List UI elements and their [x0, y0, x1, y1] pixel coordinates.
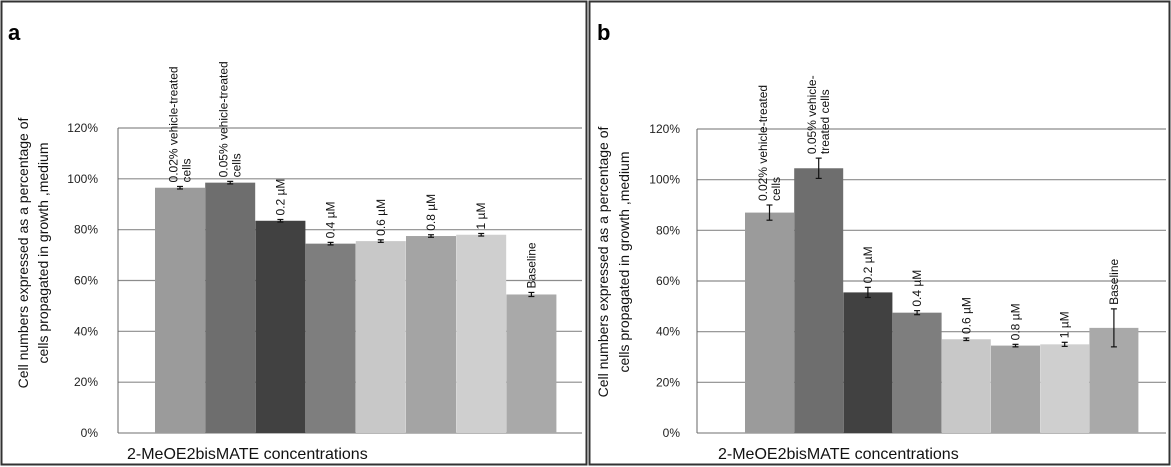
- panel-b-ytick-label: 100%: [649, 173, 680, 187]
- panel-b-ytick-label: 0%: [663, 426, 681, 440]
- panel-b-category-label: 0.05% vehicle-treated cells: [805, 75, 832, 154]
- panel-a: a Cell numbers expressed as a percentage…: [0, 0, 588, 466]
- panel-b-ytick-label: 40%: [656, 325, 680, 339]
- panel-b-category-label: 0.6 µM: [959, 297, 973, 334]
- panel-b-ylabel-line-1: Cell numbers expressed as a percentage o…: [595, 126, 611, 397]
- panel-b-ylabel: Cell numbers expressed as a percentage o…: [595, 126, 632, 397]
- panel-b-category-label: 0.02% vehicle-treatedcells: [756, 85, 783, 201]
- panel-b-ytick-label: 60%: [656, 274, 680, 288]
- panel-b-plot: 0% 20% 40% 60% 80% 100% 120% 0.02% vehicle-trea…: [649, 75, 1166, 440]
- panel-b-ytick-label: 120%: [649, 122, 680, 136]
- panel-a-bar: [255, 220, 306, 433]
- panel-a-bar: [305, 243, 356, 433]
- panel-b-bar: [892, 312, 942, 433]
- panel-b-ytick-label: 20%: [656, 375, 680, 389]
- panel-b-category-label: 0.8 µM: [1009, 303, 1023, 340]
- panel-b-category-label: 0.2 µM: [861, 246, 875, 283]
- panel-a-ylabel: Cell numbers expressed as a percentage o…: [15, 117, 51, 388]
- panel-b-bar: [843, 292, 893, 433]
- panel-a-category-label: 0.2 µM: [273, 179, 287, 216]
- panel-b-category-label: 1 µM: [1058, 311, 1072, 338]
- panel-a-ytick-label: 80%: [74, 223, 98, 237]
- panel-b-border: [588, 0, 1171, 466]
- panel-b-ylabel-line-2: cells propagated in growth ,medium: [616, 151, 632, 372]
- panel-b-ytick-label: 80%: [656, 223, 680, 237]
- panel-a-bar: [205, 182, 256, 433]
- panel-a-category-label: 0.05% vehicle-treatedcells: [217, 61, 244, 177]
- panel-b-label: b: [597, 20, 610, 45]
- panel-a-bar: [456, 234, 507, 433]
- panel-a-ylabel-line-2: cells propagated in growth ,medium: [35, 142, 51, 363]
- panel-a-category-label: 1 µM: [474, 203, 488, 230]
- panel-b-bar: [991, 345, 1040, 433]
- panel-a-xlabel: 2-MeOE2bisMATE concentrations: [127, 446, 368, 463]
- panel-a-border: [0, 0, 588, 466]
- panel-b-xlabel: 2-MeOE2bisMATE concentrations: [718, 446, 959, 463]
- panel-a-ylabel-line-1: Cell numbers expressed as a percentage o…: [15, 117, 31, 388]
- panel-b-bar: [794, 168, 844, 433]
- panel-a-ytick-label: 100%: [67, 172, 98, 186]
- panel-b-bar: [745, 212, 794, 433]
- panel-a-category-label: 0.8 µM: [424, 194, 438, 231]
- panel-a-bar: [355, 241, 406, 433]
- panel-b-category-label: 0.4 µM: [910, 270, 924, 307]
- panel-a-category-label: Baseline: [524, 242, 538, 288]
- panel-a-plot: 0% 20% 40% 60% 80% 100% 120% 0.02% vehicle-trea…: [67, 61, 582, 440]
- panel-a-bar: [155, 187, 205, 433]
- panel-a-bar: [406, 236, 456, 433]
- panel-a-category-label: 0.6 µM: [374, 199, 388, 236]
- panel-b: b Cell numbers expressed as a percentage…: [588, 0, 1171, 466]
- panel-b-category-label: Baseline: [1107, 259, 1121, 305]
- panel-a-label: a: [8, 20, 21, 45]
- panel-a-ytick-label: 60%: [74, 274, 98, 288]
- panel-a-bar: [506, 294, 557, 433]
- panel-b-bar: [941, 339, 991, 433]
- panel-a-category-label: 0.4 µM: [324, 201, 338, 238]
- panel-a-category-label: 0.02% vehicle-treatedcells: [167, 66, 194, 182]
- panel-b-bar: [1040, 344, 1090, 433]
- panel-a-ytick-label: 20%: [74, 375, 98, 389]
- panel-a-ytick-label: 40%: [74, 324, 98, 338]
- panel-a-ytick-label: 0%: [81, 426, 99, 440]
- panel-a-ytick-label: 120%: [67, 121, 98, 135]
